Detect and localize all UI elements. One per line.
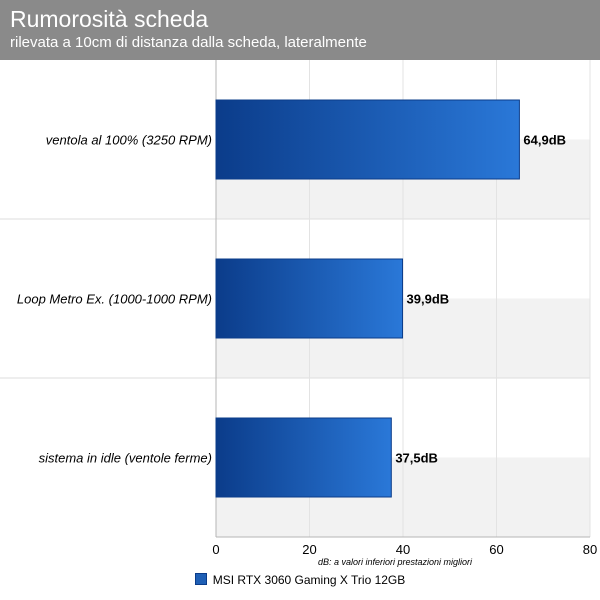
x-tick-label: 60 [489, 542, 503, 557]
category-label: ventola al 100% (3250 RPM) [46, 133, 212, 148]
legend-swatch [194, 573, 207, 585]
chart-header: Rumorosità scheda rilevata a 10cm di dis… [0, 0, 600, 60]
x-tick-label: 80 [583, 542, 597, 557]
data-label: 64,9dB [523, 133, 566, 148]
data-label: 37,5dB [395, 451, 438, 466]
legend-label: MSI RTX 3060 Gaming X Trio 12GB [212, 573, 406, 587]
chart-title: Rumorosità scheda [10, 6, 209, 32]
data-label: 39,9dB [407, 292, 450, 307]
x-tick-label: 0 [212, 542, 219, 557]
bar [215, 417, 392, 498]
chart-subtitle: rilevata a 10cm di distanza dalla scheda… [10, 34, 367, 51]
chart-legend: MSI RTX 3060 Gaming X Trio 12GB [0, 573, 600, 587]
bar [215, 99, 520, 180]
category-label: Loop Metro Ex. (1000-1000 RPM) [17, 292, 212, 307]
x-tick-label: 40 [396, 542, 410, 557]
x-axis-label: dB: a valori inferiori prestazioni migli… [318, 557, 473, 567]
x-tick-label: 20 [302, 542, 316, 557]
bar [215, 258, 404, 339]
category-label: sistema in idle (ventole ferme) [39, 451, 212, 466]
